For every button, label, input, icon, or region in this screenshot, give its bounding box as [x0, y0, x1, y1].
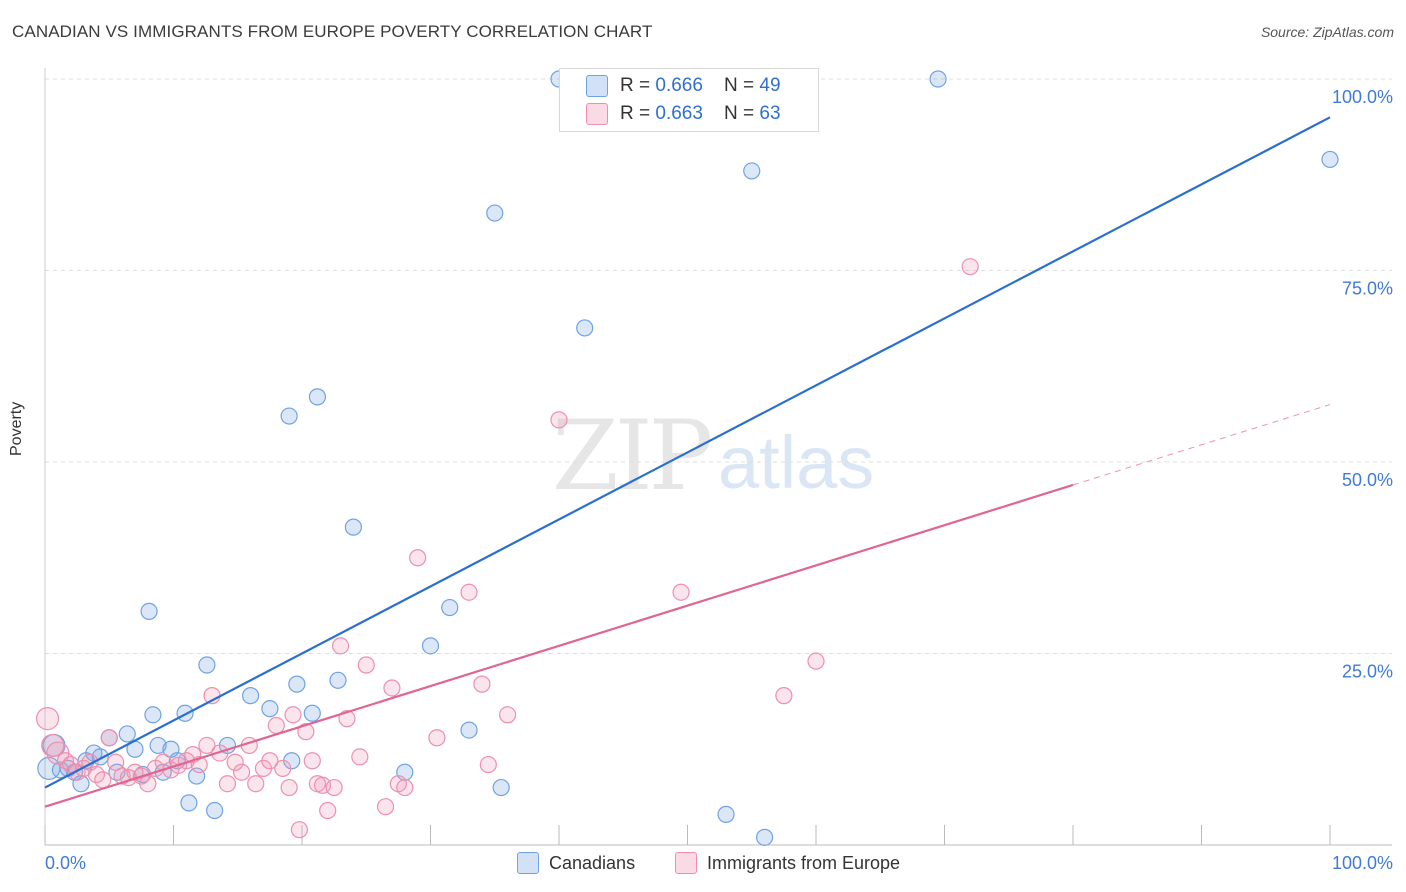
data-point-immigrants — [139, 775, 157, 793]
data-point-immigrants — [280, 778, 298, 797]
data-point-immigrants — [409, 549, 427, 567]
data-point-canadians — [140, 602, 158, 620]
data-point-canadians — [421, 637, 440, 655]
data-point-immigrants — [267, 716, 285, 735]
data-point-immigrants — [94, 771, 112, 789]
data-point-canadians — [308, 388, 327, 406]
data-point-immigrants — [550, 411, 568, 429]
data-point-immigrants — [218, 775, 237, 793]
data-point-immigrants — [198, 736, 216, 755]
n-value: 63 — [759, 103, 781, 124]
data-point-immigrants — [499, 706, 517, 724]
data-point-immigrants — [274, 759, 292, 778]
legend-swatch-canadians — [586, 75, 608, 97]
data-point-canadians — [280, 407, 298, 425]
n-label: N = — [724, 103, 760, 124]
r-value: 0.666 — [655, 75, 703, 96]
legend-swatch-immigrants — [675, 852, 697, 874]
x-tick-label: 0.0% — [45, 853, 86, 873]
data-point-immigrants — [383, 679, 401, 697]
y-tick-label: 75.0% — [1342, 279, 1393, 299]
data-point-canadians — [288, 675, 306, 693]
data-point-canadians — [344, 518, 362, 536]
data-point-immigrants — [233, 763, 251, 781]
legend-stats-text: R = 0.666 N = 49 — [620, 75, 781, 97]
data-point-immigrants — [100, 729, 118, 747]
data-point-canadians — [743, 162, 761, 180]
data-point-canadians — [492, 778, 510, 797]
data-point-immigrants — [473, 675, 491, 693]
n-label: N = — [724, 75, 760, 96]
data-point-canadians — [576, 319, 594, 337]
data-point-immigrants — [357, 656, 375, 674]
legend-swatch-immigrants — [586, 103, 608, 125]
data-point-immigrants — [261, 752, 279, 770]
legend-item-immigrants[interactable]: Immigrants from Europe — [675, 852, 900, 874]
data-point-canadians — [118, 725, 136, 743]
y-tick-label: 100.0% — [1332, 87, 1393, 107]
data-point-canadians — [486, 204, 504, 222]
data-point-immigrants — [775, 687, 793, 705]
data-point-canadians — [1321, 150, 1339, 169]
data-point-canadians — [460, 721, 478, 739]
trend-line-immigrants-extension — [1072, 404, 1331, 486]
legend-series: Canadians Immigrants from Europe — [0, 852, 1406, 876]
n-value: 49 — [759, 75, 781, 96]
data-point-immigrants — [376, 798, 395, 816]
legend-swatch-canadians — [517, 852, 539, 874]
data-point-canadians — [929, 70, 947, 88]
data-point-immigrants — [325, 778, 343, 797]
data-point-immigrants — [396, 778, 414, 797]
data-point-immigrants — [247, 775, 265, 793]
data-point-immigrants — [303, 752, 321, 770]
source-label: Source: ZipAtlas.com — [1260, 24, 1394, 40]
trend-line-immigrants — [44, 483, 1074, 808]
y-tick-label: 25.0% — [1342, 662, 1393, 682]
data-point-immigrants — [961, 258, 979, 276]
watermark-zip: ZIP — [552, 400, 713, 512]
data-point-immigrants — [351, 748, 369, 766]
data-point-canadians — [329, 671, 347, 689]
r-label: R = — [620, 75, 656, 96]
data-point-canadians — [176, 704, 194, 722]
trend-line-canadians — [44, 116, 1331, 789]
r-label: R = — [620, 103, 656, 124]
legend-stats: R = 0.666 N = 49 R = 0.663 N = 63 — [559, 68, 819, 132]
data-point-canadians — [144, 706, 162, 724]
data-point-canadians — [149, 736, 167, 755]
data-point-immigrants — [428, 729, 446, 747]
data-point-canadians — [717, 805, 735, 823]
y-tick-label: 50.0% — [1342, 470, 1393, 490]
x-tick-label: 100.0% — [1332, 853, 1393, 873]
data-point-canadians — [206, 801, 224, 820]
r-value: 0.663 — [655, 103, 703, 124]
data-point-immigrants — [319, 801, 337, 820]
data-point-canadians — [755, 828, 774, 846]
data-point-canadians — [180, 794, 198, 812]
legend-label-immigrants: Immigrants from Europe — [707, 852, 901, 873]
data-point-canadians — [303, 704, 321, 722]
data-point-canadians — [242, 687, 260, 705]
data-point-immigrants — [113, 767, 131, 785]
data-point-immigrants — [35, 707, 60, 731]
data-point-canadians — [261, 700, 279, 718]
data-point-immigrants — [297, 723, 315, 741]
data-point-immigrants — [107, 753, 125, 771]
data-point-canadians — [198, 656, 216, 674]
data-point-immigrants — [338, 710, 356, 728]
chart-title: CANADIAN VS IMMIGRANTS FROM EUROPE POVER… — [12, 22, 653, 41]
legend-label-canadians: Canadians — [549, 852, 636, 873]
data-point-immigrants — [672, 583, 690, 601]
data-point-immigrants — [290, 821, 309, 839]
data-point-canadians — [441, 598, 459, 617]
legend-stats-text: R = 0.663 N = 63 — [620, 103, 781, 125]
data-point-immigrants — [284, 706, 302, 724]
data-point-immigrants — [479, 755, 497, 774]
data-point-immigrants — [331, 637, 350, 655]
data-point-immigrants — [807, 652, 825, 670]
data-point-immigrants — [460, 583, 478, 601]
data-point-immigrants — [226, 753, 244, 771]
legend-item-canadians[interactable]: Canadians — [517, 852, 635, 874]
